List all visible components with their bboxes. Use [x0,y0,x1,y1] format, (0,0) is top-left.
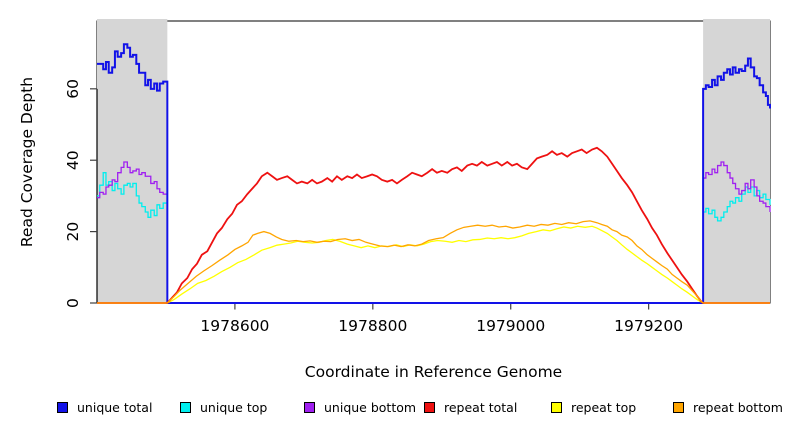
legend-item-repeat-bottom: repeat bottom [673,401,783,414]
legend-swatch-repeat-total [424,402,435,413]
legend-item-unique-total: unique total [57,401,152,414]
legend-swatch-unique-top [180,402,191,413]
legend-swatch-repeat-bottom [673,402,684,413]
y-tick-label: 20 [64,222,82,242]
y-tick-label: 40 [64,150,82,170]
legend-label: repeat bottom [693,400,783,415]
legend-label: unique top [200,400,268,415]
series-unique-total [97,43,771,304]
legend-item-unique-bottom: unique bottom [304,401,416,414]
x-tick-label: 1979000 [476,317,545,335]
y-tick-label: 0 [64,298,82,308]
legend-swatch-repeat-top [551,402,562,413]
legend-label: unique bottom [324,400,417,415]
x-axis-title: Coordinate in Reference Genome [305,363,562,381]
x-tick-label: 1979200 [614,317,683,335]
legend-item-repeat-top: repeat top [551,401,636,414]
series-unique-bottom [97,161,771,304]
legend-item-repeat-total: repeat total [424,401,517,414]
legend-swatch-unique-total [57,402,68,413]
legend-label: unique total [77,400,153,415]
x-tick-label: 1978800 [338,317,407,335]
legend-label: repeat total [444,400,518,415]
shaded-region-right-flank [703,19,770,303]
legend-swatch-unique-bottom [304,402,315,413]
y-tick-label: 60 [64,79,82,99]
legend-item-unique-top: unique top [180,401,267,414]
legend-label: repeat top [571,400,637,415]
y-axis-title: Read Coverage Depth [18,77,36,247]
series-repeat-top [97,225,770,304]
series-repeat-total [97,146,770,304]
series-repeat-bottom [97,220,770,304]
x-tick-label: 1978600 [200,317,269,335]
